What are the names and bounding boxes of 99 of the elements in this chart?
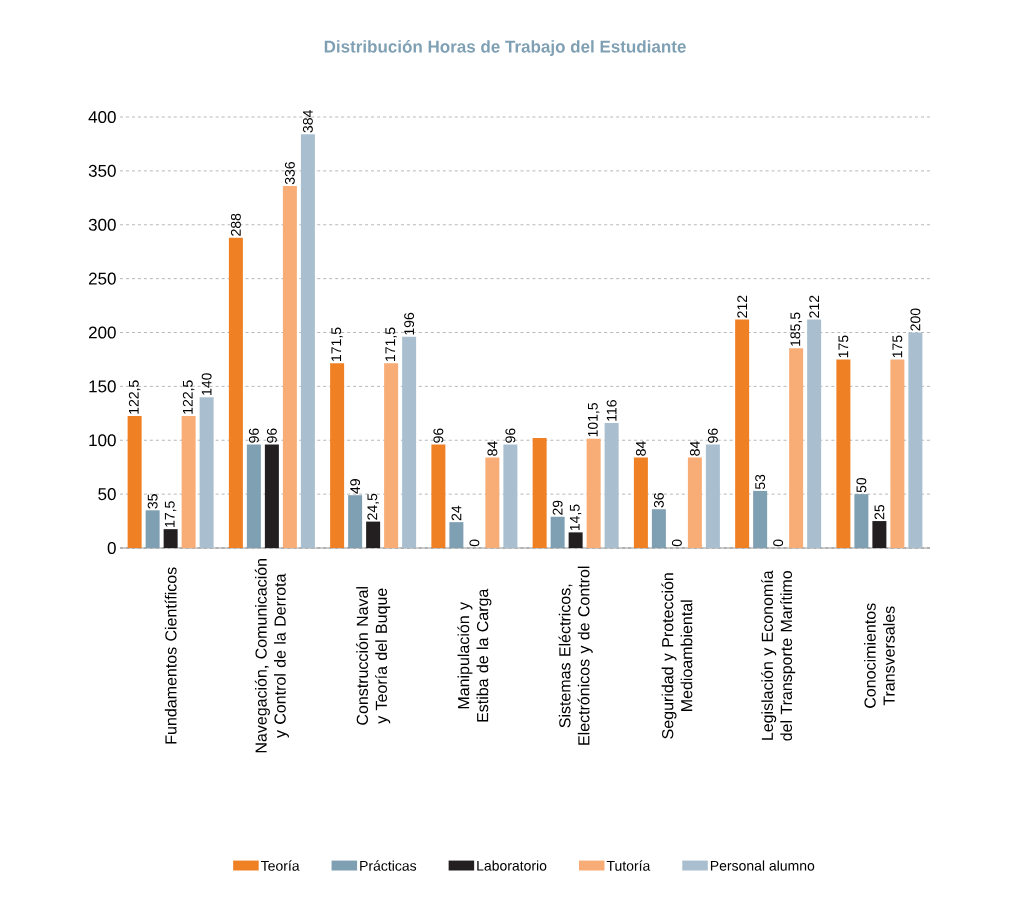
bar [246,444,261,548]
bar [568,532,583,548]
y-tick-label: 300 [88,218,116,231]
data-label: 171,5 [385,327,397,361]
data-label: 212 [737,295,748,318]
bar [872,521,887,548]
bar [836,359,851,548]
data-label: 175 [838,335,849,358]
bar [735,319,750,548]
data-label: 36 [653,493,664,508]
bar [145,510,160,548]
data-label: 96 [433,428,444,443]
data-label: 24 [451,505,462,521]
bar [127,416,142,548]
legend-label: Tutoría [606,860,651,871]
legend-label: Laboratorio [477,860,547,871]
x-tick-label: Sistemas Eléctricos, Electrónicos y de Control [558,566,593,745]
x-tick-label: Seguridad y Protección Medioambiental [661,573,693,739]
x-tick-label: Fundamentos Científicos [164,567,177,744]
data-label: 24,5 [367,493,379,520]
data-label: 384 [302,110,313,133]
data-label: 0 [671,539,682,547]
x-tick-label: Conocimientos Transversales [864,603,895,708]
bar [330,363,345,548]
x-tick-label: Manipulación y Estiba de la Carga [457,588,492,722]
x-tick-label: Construcción Naval y Teoría del Buque [356,587,391,725]
y-tick-label: 400 [88,110,116,124]
bar [705,444,720,548]
data-label: 101,5 [587,402,600,437]
data-label: 25 [874,504,885,520]
data-label: 0 [469,539,480,547]
bar [384,363,399,548]
bar [687,457,702,548]
bar [449,522,464,548]
bar [651,509,666,548]
data-label: 116 [606,400,617,421]
data-label: 29 [552,500,563,515]
bar [199,397,214,548]
bar [586,438,601,548]
data-label: 17,5 [164,501,177,527]
data-label: 212 [809,295,820,318]
bar [264,444,279,548]
y-tick-label: 250 [88,272,116,285]
bar [181,416,196,548]
y-tick-label: 0 [107,541,116,555]
data-label: 140 [201,373,212,395]
bar [163,529,178,548]
y-tick-label: 50 [98,488,116,501]
data-label: 49 [350,479,361,494]
data-label: 171,5 [331,327,343,361]
data-label: 14,5 [569,504,582,531]
bar [402,336,417,548]
bar [431,444,446,548]
bar [485,457,500,548]
bar [366,521,381,548]
y-tick-label: 150 [89,380,116,393]
data-label: 185,5 [790,312,802,346]
bar [753,490,768,548]
data-label: 196 [404,312,415,335]
bar [282,185,297,548]
data-label: 35 [147,494,158,509]
data-label: 96 [505,428,516,443]
data-label: 53 [755,474,766,490]
y-tick-label: 350 [88,164,116,177]
bar [503,444,518,548]
y-tick-label: 200 [88,326,116,339]
bar [348,495,363,548]
bar [807,319,822,548]
chart-title: Distribución Horas de Trabajo del Estudiante [324,39,686,56]
data-label: 200 [910,308,921,331]
x-tick-label: Legislación y Economía del Transporte Marítimo [761,570,796,741]
data-label: 96 [707,428,718,443]
data-label: 0 [773,539,784,547]
data-label: 336 [284,162,295,185]
data-label: 84 [635,441,646,456]
bar [890,359,905,548]
legend-label: Teoría [260,860,300,871]
data-label: 50 [856,477,867,493]
bar [633,457,648,548]
bar [300,134,315,548]
bar [789,348,804,548]
bar [532,438,547,548]
data-label: 122,5 [128,380,141,414]
bar [908,332,923,548]
data-label: 122,5 [182,380,195,414]
data-label: 84 [487,441,498,456]
y-tick-label: 100 [89,434,116,447]
data-label: 96 [266,428,277,443]
legend-label: Personal alumno [710,860,815,871]
legend-label: Prácticas [360,860,417,871]
data-label: 175 [892,335,903,358]
bar [854,494,869,548]
bar [228,237,243,548]
data-label: 288 [230,213,241,236]
data-label: 84 [689,441,700,456]
data-label: 96 [248,428,259,443]
bar [550,516,565,548]
x-tick-label: Navegación, Comunicación y Control de la Derrota [254,559,289,753]
bar [604,423,619,548]
